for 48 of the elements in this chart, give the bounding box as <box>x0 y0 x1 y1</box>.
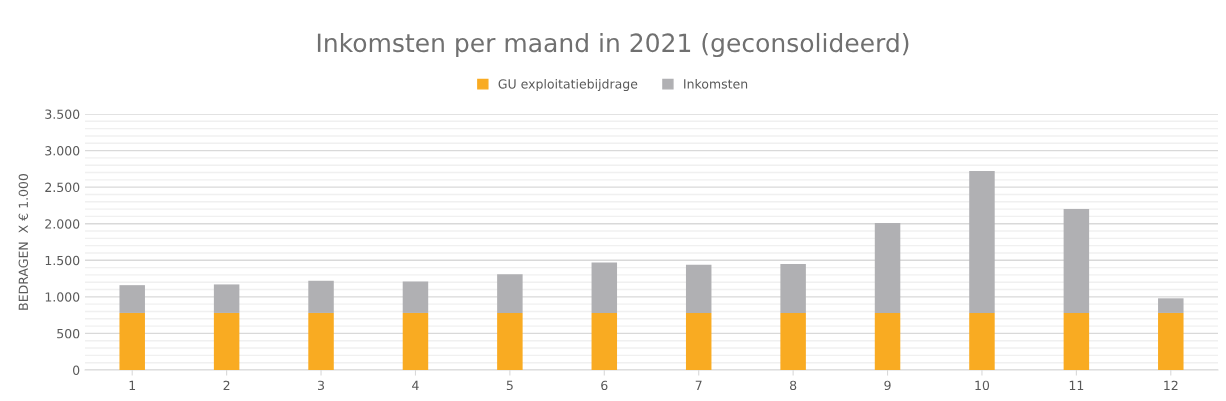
y-tick-label: 500 <box>57 328 80 339</box>
x-tick-label: 7 <box>695 380 702 390</box>
x-tick-label: 1 <box>129 380 136 390</box>
bar <box>308 312 334 370</box>
bar <box>497 274 523 313</box>
y-tick-label: 0 <box>73 365 80 375</box>
chart-title: Inkomsten per maand in 2021 (geconsolideerd) <box>317 32 909 58</box>
bar <box>308 280 334 313</box>
bar <box>591 312 618 370</box>
bar <box>1063 209 1090 313</box>
y-tick-label: 1.500 <box>45 255 80 266</box>
bar <box>969 312 995 370</box>
x-tick-label: 5 <box>506 380 513 391</box>
bar <box>780 263 806 313</box>
legend-label: Inkomsten <box>684 78 748 89</box>
x-tick-label: 10 <box>975 380 990 391</box>
bar <box>1158 312 1184 370</box>
legend-label: GU exploitatiebijdrage <box>498 78 638 92</box>
bar <box>402 312 429 370</box>
bar <box>591 262 618 313</box>
y-tick-label: 2.500 <box>45 182 80 193</box>
bar <box>119 285 145 313</box>
bar <box>685 312 712 370</box>
bar <box>1063 312 1090 370</box>
x-tick-label: 12 <box>1164 380 1178 390</box>
bar <box>969 171 995 313</box>
bar <box>685 264 712 313</box>
x-tick-label: 8 <box>790 380 797 391</box>
bar <box>213 284 240 313</box>
bar <box>874 312 901 370</box>
bar <box>497 312 523 370</box>
bar <box>213 312 240 370</box>
bar <box>119 312 145 370</box>
bar <box>1158 298 1184 313</box>
y-tick-label: 1.000 <box>45 292 80 302</box>
x-tick-label: 4 <box>412 380 419 390</box>
x-tick-label: 3 <box>318 380 325 391</box>
y-tick-label: 3.500 <box>45 109 80 119</box>
bar <box>874 222 901 313</box>
x-tick-label: 6 <box>601 380 608 391</box>
y-axis-title: BEDRAGEN X € 1.000 <box>18 173 29 310</box>
bar <box>402 281 429 313</box>
y-tick-label: 3.000 <box>45 146 80 156</box>
x-tick-label: 2 <box>223 380 230 390</box>
x-tick-label: 11 <box>1069 380 1084 390</box>
y-tick-label: 2.000 <box>45 219 80 229</box>
bar <box>780 312 806 370</box>
x-tick-label: 9 <box>884 380 891 391</box>
